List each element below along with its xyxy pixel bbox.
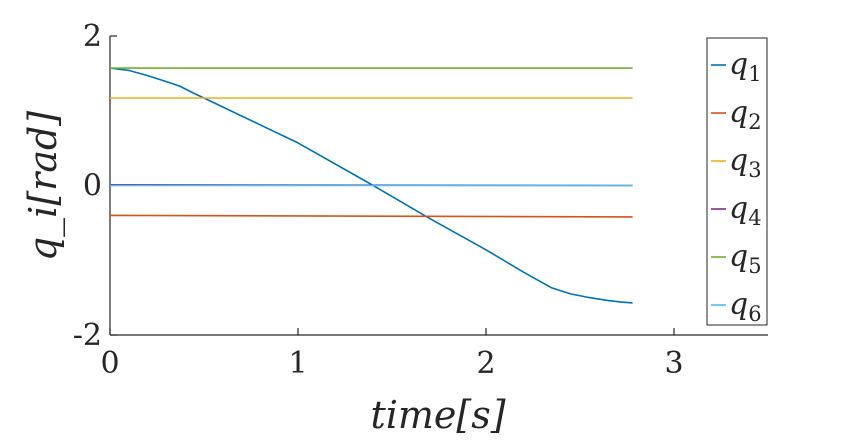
legend: q1 q2 q3 q4 q5 q6 (706, 37, 768, 326)
y-axis-label: q_i[rad] (21, 111, 66, 261)
legend-items: q1 q2 q3 q4 q5 q6 (711, 47, 762, 326)
series-lines (109, 67, 633, 304)
series-line-q2 (109, 214, 633, 218)
y-tick-label: -2 (73, 318, 102, 353)
legend-label-q3: q3 (729, 143, 762, 182)
x-tick-label: 1 (288, 346, 307, 381)
legend-label-q1: q1 (729, 47, 762, 86)
ticks (109, 35, 675, 336)
y-tick-label: 0 (83, 169, 102, 204)
legend-label-q5: q5 (729, 239, 762, 278)
legend-box (706, 37, 768, 326)
legend-label-q6: q6 (729, 287, 762, 326)
x-tick-label: 3 (664, 346, 683, 381)
legend-label-q4: q4 (729, 191, 762, 230)
y-tick-label: 2 (83, 19, 102, 54)
tick-labels: 0 1 2 3-202 (73, 19, 684, 381)
x-tick-label: 0 (100, 346, 119, 381)
x-tick-label: 2 (476, 346, 495, 381)
x-axis-label: time[s] (370, 393, 505, 437)
legend-label-q2: q2 (729, 95, 762, 134)
